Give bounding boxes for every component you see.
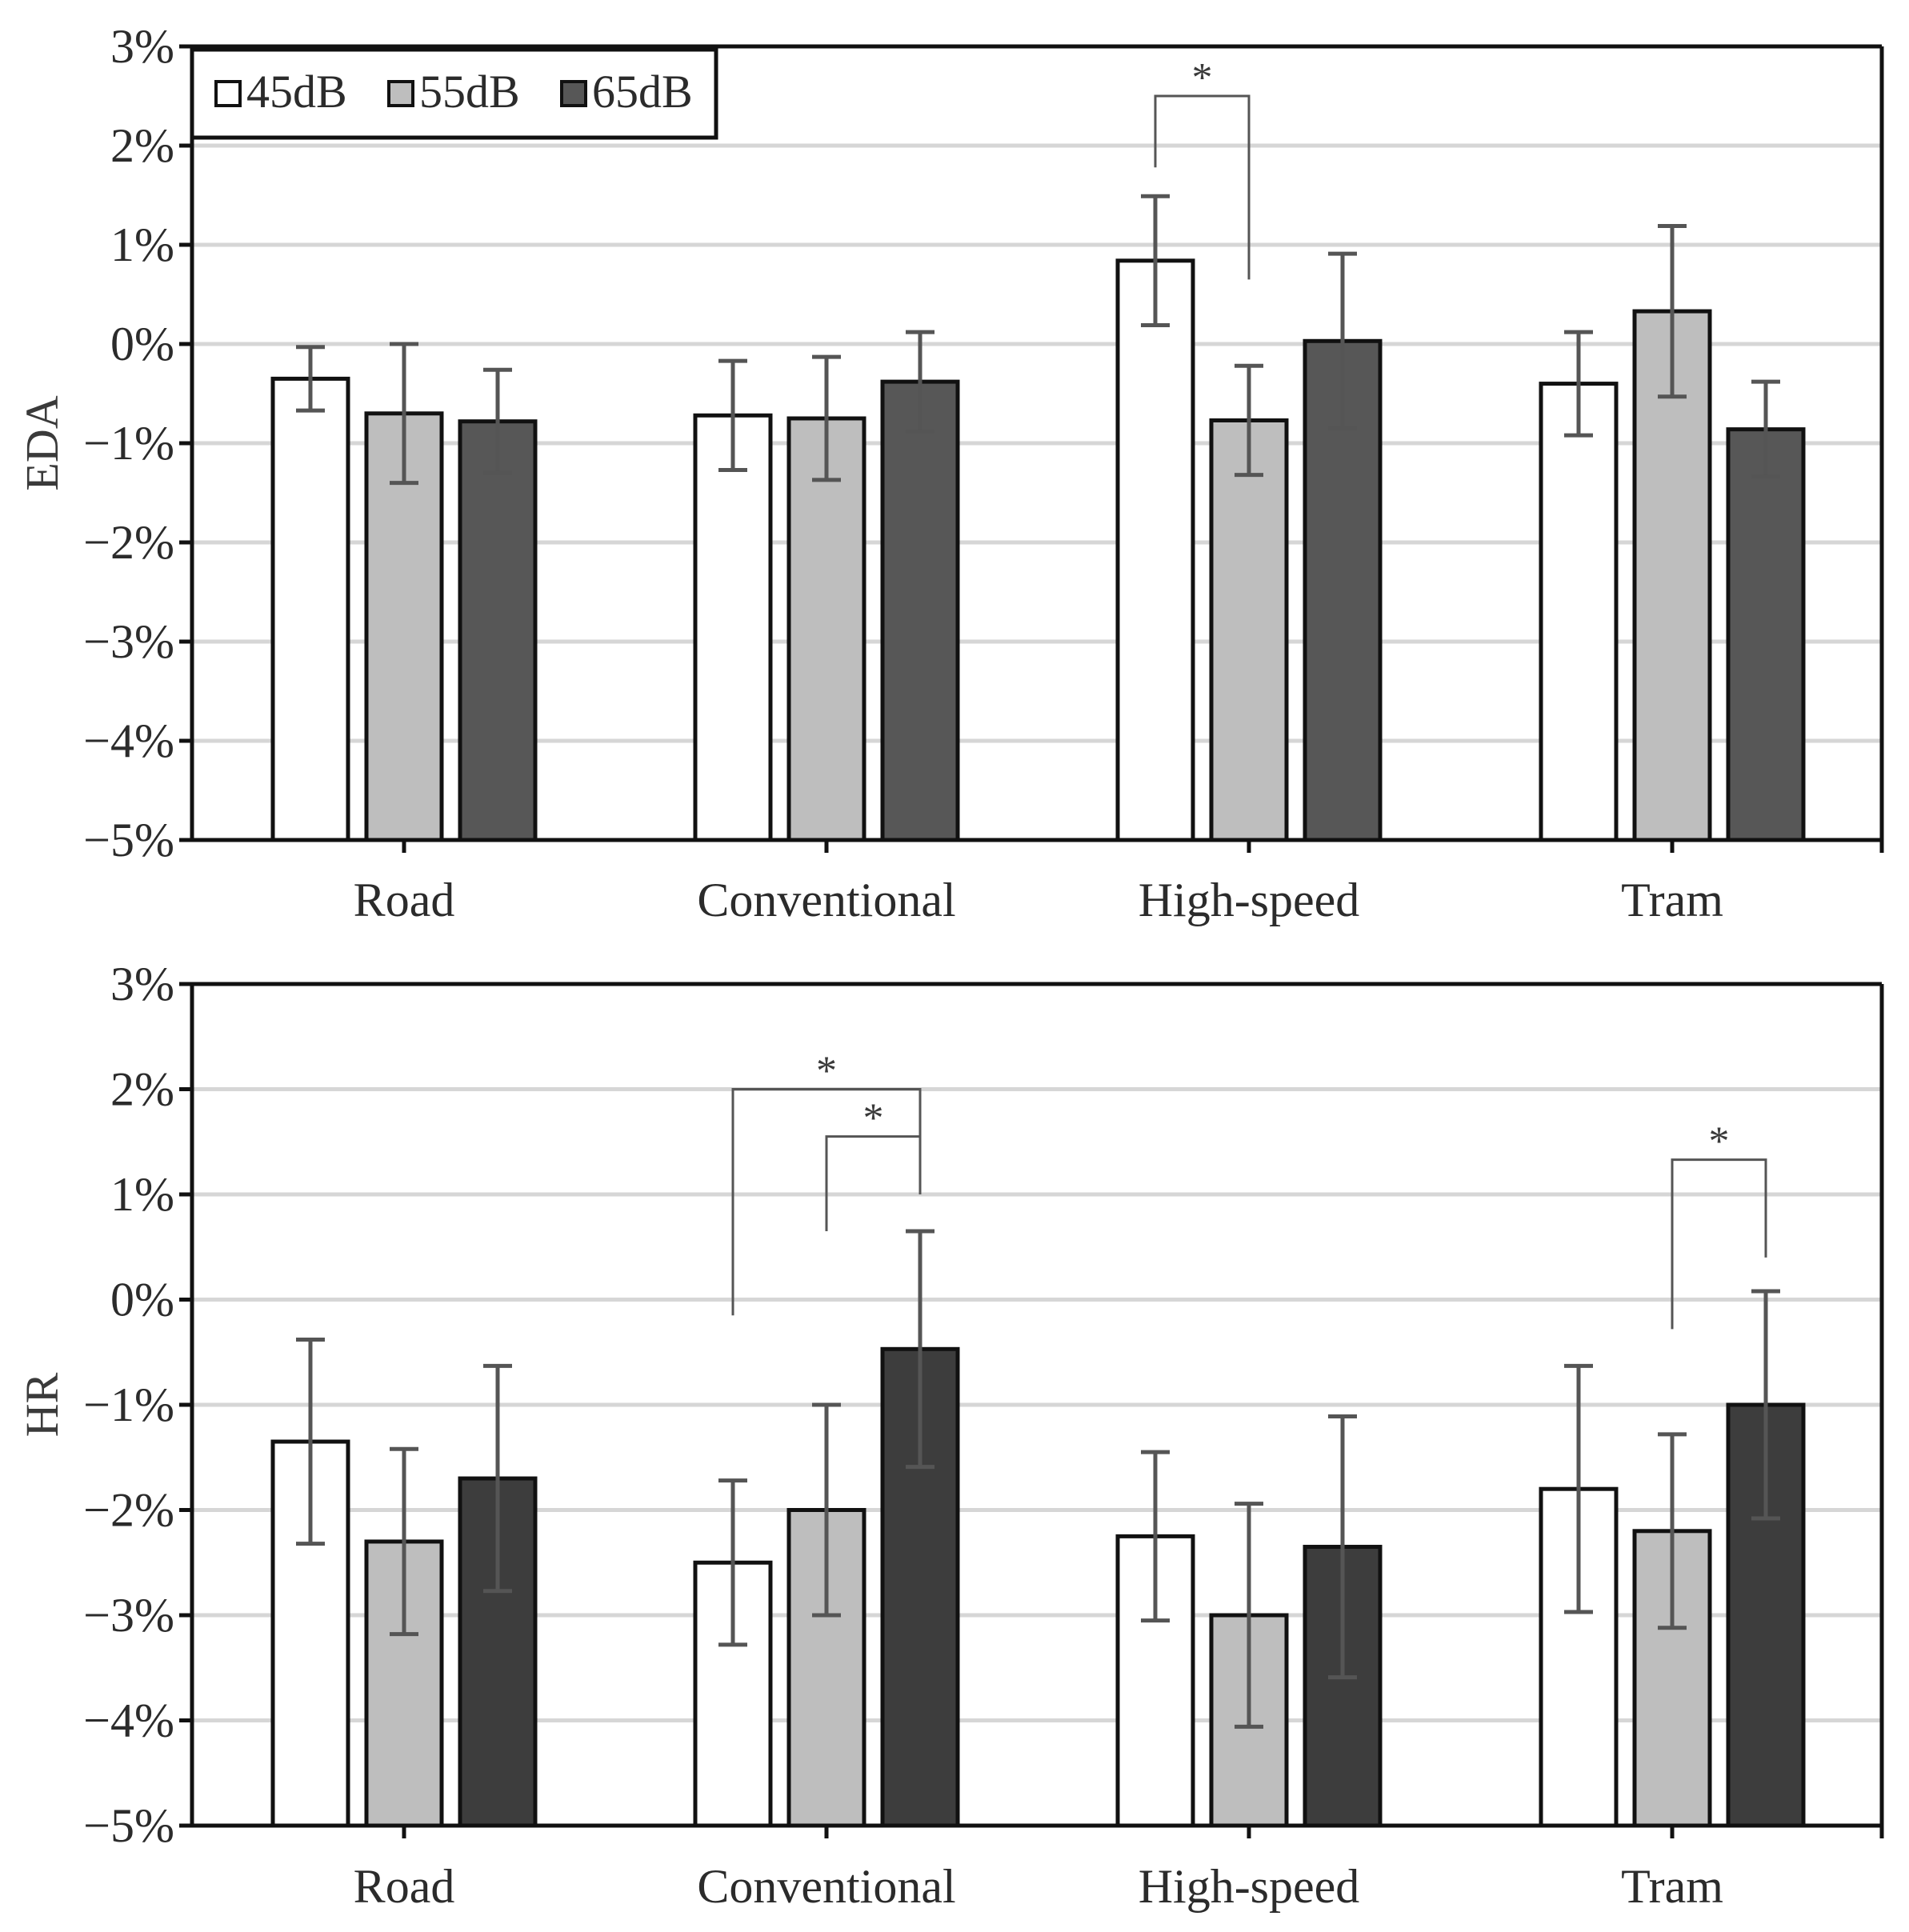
category-label: Road [354,874,455,926]
significance-star: * [1709,1119,1730,1165]
y-tick-label: −4% [83,1694,174,1747]
legend-swatch-55dB [387,80,414,107]
bar-45dB-road [270,376,350,842]
significance-bracket [1154,94,1251,280]
legend-label: 45dB [246,66,347,118]
y-tick-label: −3% [83,1589,174,1642]
y-tick-label: 0% [110,1274,174,1326]
y-axis-label: EDA [16,395,68,490]
significance-star: * [1192,55,1213,101]
category-label: Conventional [697,874,955,926]
y-tick-label: −1% [83,1378,174,1431]
significance-bracket [1671,1158,1767,1330]
category-label: Tram [1621,1860,1723,1913]
bar-65dB-tram [1726,427,1806,842]
legend-label: 55dB [419,66,520,118]
category-label: High-speed [1139,1860,1360,1913]
eda-panel: * 3% 2% 1% 0% −1% −2% −3% −4% −5% Road Conventional… [16,20,1884,926]
significance-bracket [825,1135,922,1232]
legend-label: 65dB [592,66,693,118]
category-label: Tram [1621,874,1723,926]
y-tick-label: 1% [110,1168,174,1221]
legend-swatch-45dB [214,80,242,107]
category-label: Conventional [697,1860,955,1913]
significance-star: * [863,1096,884,1142]
y-tick-label: 3% [110,958,174,1010]
bar-55dB-high-speed [1209,418,1289,842]
category-label: Road [354,1860,455,1913]
category-label: High-speed [1139,874,1360,926]
bar-65dB-conventional [880,379,960,842]
y-tick-label: −2% [83,1484,174,1537]
y-tick-label: −2% [83,516,174,569]
y-tick-label: 2% [110,1063,174,1116]
bar-45dB-high-speed [1115,258,1195,842]
y-axis-label: HR [16,1372,68,1437]
bar-45dB-tram [1539,382,1619,842]
bar-45dB-conventional [693,413,773,842]
hr-panel: * * * 3% 2% 1% 0% −1% −2% −3% −4% −5% Road Convention… [16,958,1884,1913]
y-tick-label: −3% [83,615,174,668]
y-tick-label: 0% [110,318,174,370]
legend-box [190,47,718,140]
y-tick-label: 1% [110,218,174,271]
y-tick-label: −4% [83,714,174,767]
y-tick-label: −5% [83,814,174,866]
legend-swatch-65dB [560,80,587,107]
y-tick-label: 2% [110,119,174,172]
bar-65dB-road [458,419,538,842]
significance-star: * [816,1049,837,1094]
y-tick-label: −1% [83,417,174,470]
y-tick-label: −5% [83,1799,174,1852]
y-tick-label: 3% [110,20,174,73]
